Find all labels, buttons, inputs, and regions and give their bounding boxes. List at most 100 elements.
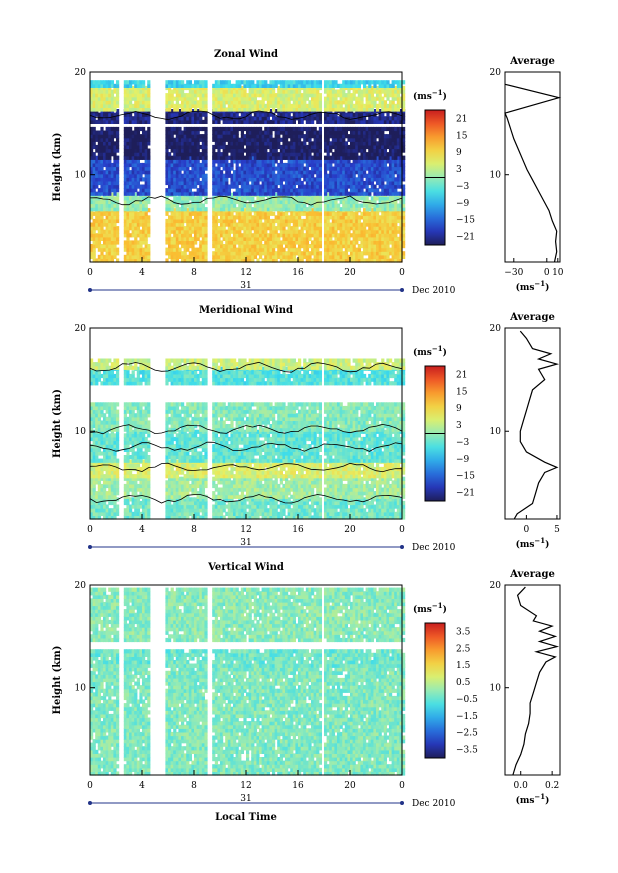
heatmap-cell — [165, 141, 169, 146]
heatmap-cell — [188, 244, 192, 249]
heatmap-cell — [342, 162, 346, 168]
heatmap-cell — [391, 247, 395, 252]
heatmap-cell — [318, 130, 322, 135]
heatmap-cell — [220, 159, 224, 164]
heatmap-cell — [181, 203, 185, 208]
heatmap-cell — [126, 180, 130, 186]
heatmap-cell — [279, 155, 283, 160]
heatmap-cell — [97, 207, 101, 212]
heatmap-cell — [225, 229, 229, 234]
heatmap-cell — [144, 184, 148, 189]
heatmap-cell — [259, 126, 263, 132]
heatmap-cell — [175, 152, 179, 157]
heatmap-cell — [238, 180, 242, 186]
heatmap-cell — [277, 251, 281, 256]
heatmap-cell — [339, 103, 343, 108]
heatmap-cell — [129, 254, 133, 259]
heatmap-cell — [110, 188, 114, 193]
heatmap-cell — [248, 184, 252, 189]
heatmap-cell — [253, 162, 257, 168]
heatmap-cell — [266, 107, 270, 112]
heatmap-cell — [373, 191, 377, 196]
heatmap-cell — [147, 119, 151, 124]
heatmap-cell — [147, 130, 151, 135]
heatmap-cell — [95, 222, 99, 227]
heatmap-cell — [279, 184, 283, 189]
heatmap-cell — [256, 152, 260, 157]
heatmap-cell — [181, 141, 185, 146]
heatmap-cell — [233, 207, 237, 212]
heatmap-cell — [181, 173, 185, 178]
heatmap-cell — [399, 148, 403, 153]
heatmap-cell — [191, 251, 195, 256]
heatmap-cell — [90, 184, 94, 189]
heatmap-cell — [248, 155, 252, 160]
heatmap-cell — [235, 144, 239, 150]
heatmap-cell — [331, 155, 335, 160]
heatmap-cell — [339, 199, 343, 205]
heatmap-cell — [318, 229, 322, 234]
heatmap-cell — [402, 240, 406, 245]
heatmap-cell — [173, 258, 177, 263]
heatmap-cell — [139, 137, 143, 142]
heatmap-cell — [292, 196, 296, 201]
heatmap-cell — [389, 166, 393, 171]
heatmap-cell — [165, 155, 169, 160]
heatmap-cell — [170, 236, 174, 241]
heatmap-cell — [311, 218, 315, 224]
heatmap-cell — [110, 180, 114, 186]
heatmap-cell — [261, 211, 265, 216]
heatmap-cell — [352, 196, 356, 201]
heatmap-cell — [131, 188, 135, 193]
heatmap-cell — [313, 203, 317, 208]
heatmap-cell — [142, 215, 146, 220]
heatmap-cell — [318, 177, 322, 182]
heatmap-cell — [308, 144, 312, 150]
heatmap-cell — [147, 126, 151, 132]
heatmap-cell — [326, 251, 330, 256]
heatmap-cell — [303, 244, 307, 249]
heatmap-cell — [287, 152, 291, 157]
heatmap-cell — [274, 141, 278, 146]
heatmap-cell — [165, 222, 169, 227]
heatmap-cell — [300, 155, 304, 160]
heatmap-cell — [337, 240, 341, 245]
heatmap-cell — [233, 258, 237, 263]
heatmap-cell — [287, 180, 291, 186]
heatmap-cell — [246, 258, 250, 263]
heatmap-cell — [233, 215, 237, 220]
heatmap-cell — [103, 177, 107, 182]
heatmap-cell — [105, 148, 109, 153]
heatmap-cell — [116, 203, 120, 208]
heatmap-cell — [201, 155, 205, 160]
heatmap-cell — [126, 233, 130, 238]
heatmap-cell — [110, 170, 114, 175]
heatmap-cell — [274, 177, 278, 182]
heatmap-cell — [329, 222, 333, 227]
heatmap-cell — [90, 148, 94, 153]
heatmap-cell — [235, 236, 239, 241]
heatmap-cell — [376, 180, 380, 186]
heatmap-cell — [113, 148, 117, 153]
heatmap-cell — [204, 107, 208, 112]
heatmap-cell — [324, 188, 328, 193]
heatmap-cell — [92, 196, 96, 201]
heatmap-cell — [253, 251, 257, 256]
heatmap-cell — [355, 229, 359, 234]
heatmap-cell — [134, 137, 138, 142]
heatmap-cell — [170, 222, 174, 227]
heatmap-cell — [350, 258, 354, 263]
heatmap-cell — [368, 152, 372, 157]
heatmap-cell — [181, 240, 185, 245]
heatmap-cell — [352, 166, 356, 171]
heatmap-cell — [136, 191, 140, 196]
heatmap-cell — [318, 126, 322, 132]
heatmap-cell — [350, 244, 354, 249]
heatmap-cell — [334, 244, 338, 249]
heatmap-cell — [251, 258, 255, 263]
heatmap-cell — [222, 207, 226, 212]
heatmap-cell — [168, 173, 172, 178]
heatmap-cell — [105, 137, 109, 142]
heatmap-cell — [279, 159, 283, 164]
heatmap-cell — [246, 170, 250, 175]
